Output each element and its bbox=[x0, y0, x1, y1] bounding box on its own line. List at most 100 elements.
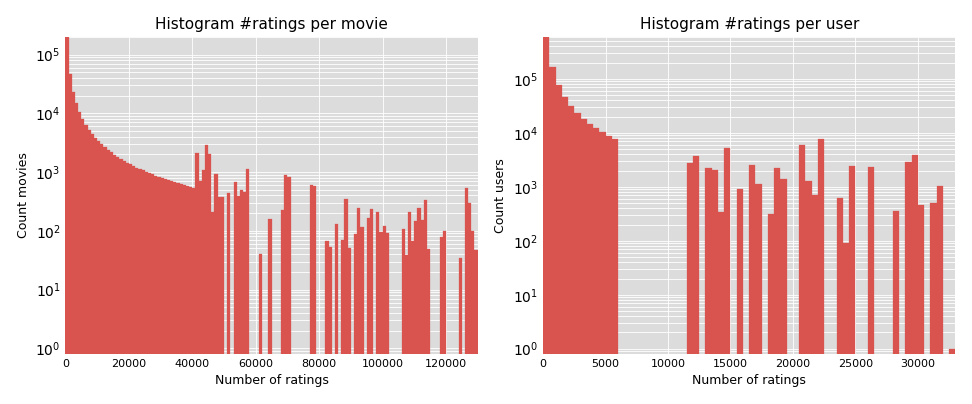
Bar bbox=[75, 103, 78, 404]
Bar bbox=[90, 134, 94, 404]
Bar bbox=[386, 233, 389, 404]
Bar bbox=[693, 156, 699, 404]
Bar bbox=[186, 186, 190, 404]
Bar bbox=[125, 163, 129, 404]
Y-axis label: Count users: Count users bbox=[495, 158, 507, 233]
Bar bbox=[113, 155, 117, 404]
Y-axis label: Count movies: Count movies bbox=[17, 153, 30, 238]
Bar bbox=[268, 219, 271, 404]
Title: Histogram #ratings per user: Histogram #ratings per user bbox=[640, 17, 859, 32]
Bar bbox=[198, 181, 202, 404]
Bar bbox=[160, 178, 163, 404]
Bar bbox=[562, 97, 568, 404]
Bar bbox=[404, 255, 408, 404]
Bar bbox=[474, 250, 477, 404]
Bar bbox=[843, 243, 850, 404]
Bar bbox=[110, 152, 113, 404]
Bar bbox=[918, 205, 924, 404]
Bar bbox=[335, 224, 338, 404]
Bar bbox=[97, 141, 100, 404]
Bar bbox=[611, 139, 618, 404]
Bar bbox=[94, 138, 97, 404]
Bar bbox=[211, 213, 215, 404]
Bar bbox=[465, 188, 469, 404]
Bar bbox=[69, 74, 72, 404]
Bar bbox=[718, 212, 724, 404]
Bar bbox=[687, 163, 693, 404]
Bar bbox=[408, 212, 411, 404]
Bar bbox=[107, 150, 110, 404]
Bar bbox=[240, 189, 243, 404]
Bar bbox=[138, 169, 142, 404]
Bar bbox=[354, 234, 357, 404]
Bar bbox=[775, 168, 781, 404]
Bar bbox=[587, 124, 593, 404]
Bar bbox=[600, 133, 606, 404]
Bar bbox=[417, 208, 421, 404]
Bar bbox=[768, 214, 775, 404]
Bar bbox=[148, 173, 151, 404]
Bar bbox=[120, 159, 122, 404]
Bar bbox=[837, 198, 843, 404]
Bar bbox=[893, 210, 899, 404]
Bar bbox=[817, 139, 824, 404]
Bar bbox=[357, 208, 361, 404]
Bar bbox=[930, 203, 937, 404]
Bar bbox=[850, 166, 855, 404]
Bar bbox=[132, 166, 135, 404]
Bar bbox=[366, 218, 370, 404]
Bar bbox=[177, 183, 180, 404]
Bar bbox=[411, 240, 414, 404]
Bar bbox=[329, 248, 331, 404]
Bar bbox=[65, 36, 69, 404]
Bar bbox=[341, 240, 344, 404]
Bar bbox=[142, 170, 145, 404]
Bar bbox=[799, 145, 806, 404]
Bar bbox=[284, 175, 288, 404]
Bar bbox=[812, 195, 817, 404]
Bar bbox=[606, 136, 611, 404]
Bar bbox=[180, 184, 183, 404]
Bar bbox=[135, 168, 138, 404]
Bar bbox=[208, 154, 211, 404]
Bar bbox=[170, 181, 173, 404]
Bar bbox=[155, 176, 157, 404]
Bar bbox=[288, 177, 291, 404]
Bar bbox=[281, 210, 284, 404]
Bar bbox=[103, 147, 107, 404]
Bar bbox=[543, 29, 549, 404]
Bar bbox=[173, 182, 177, 404]
Bar bbox=[163, 179, 167, 404]
Bar bbox=[259, 254, 262, 404]
Bar bbox=[379, 231, 383, 404]
Bar bbox=[580, 119, 587, 404]
Bar bbox=[100, 145, 103, 404]
Bar bbox=[183, 185, 186, 404]
Bar bbox=[236, 196, 240, 404]
Bar bbox=[145, 172, 148, 404]
Bar bbox=[414, 221, 417, 404]
Bar bbox=[568, 106, 574, 404]
Bar bbox=[310, 185, 313, 404]
Bar bbox=[122, 161, 125, 404]
Bar bbox=[313, 186, 316, 404]
Bar bbox=[427, 249, 430, 404]
Bar bbox=[737, 189, 743, 404]
Bar bbox=[439, 236, 443, 404]
Bar bbox=[424, 200, 427, 404]
Bar bbox=[218, 197, 221, 404]
Bar bbox=[192, 188, 195, 404]
Bar bbox=[781, 179, 786, 404]
Bar bbox=[401, 229, 404, 404]
X-axis label: Number of ratings: Number of ratings bbox=[692, 375, 806, 387]
Bar bbox=[868, 167, 874, 404]
Bar bbox=[243, 192, 246, 404]
Bar bbox=[85, 125, 87, 404]
Bar bbox=[806, 181, 812, 404]
Bar bbox=[215, 174, 218, 404]
Bar bbox=[937, 186, 943, 404]
Bar bbox=[129, 164, 132, 404]
X-axis label: Number of ratings: Number of ratings bbox=[215, 375, 329, 387]
Bar bbox=[421, 220, 424, 404]
Bar bbox=[383, 227, 386, 404]
